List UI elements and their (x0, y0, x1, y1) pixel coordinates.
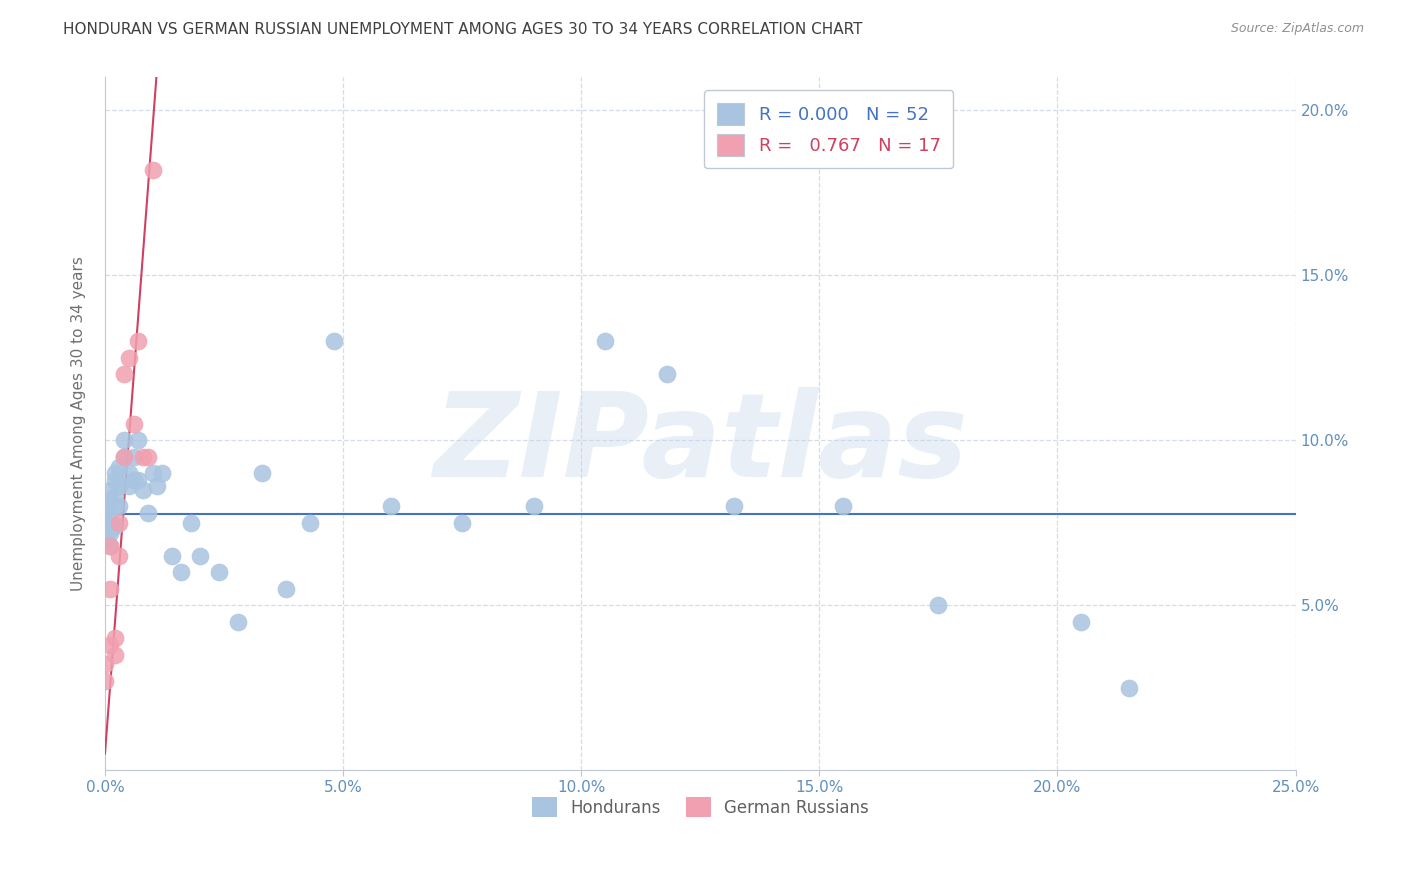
Point (146, 479, 169, 493)
Point (103, 466, 125, 480)
Point (94, 499, 117, 513)
Point (98, 525, 121, 540)
Point (108, 516, 131, 530)
Point (274, 582, 297, 596)
Point (103, 648, 125, 662)
Point (98, 539, 121, 553)
Point (103, 473, 125, 487)
Point (927, 598, 949, 612)
Point (142, 162, 165, 177)
Point (180, 516, 202, 530)
Point (523, 499, 546, 513)
Point (98, 512, 121, 526)
Y-axis label: Unemployment Among Ages 30 to 34 years: Unemployment Among Ages 30 to 34 years (72, 256, 86, 591)
Point (98, 582, 121, 596)
Point (108, 499, 131, 513)
Point (103, 499, 125, 513)
Point (451, 516, 474, 530)
Text: ZIPatlas: ZIPatlas (433, 387, 967, 502)
Point (112, 368, 135, 382)
Point (98, 638, 121, 652)
Point (98, 492, 121, 507)
Point (322, 334, 344, 349)
Point (298, 516, 321, 530)
Point (112, 434, 135, 448)
Point (108, 459, 131, 474)
Point (127, 334, 149, 349)
Point (94, 525, 117, 540)
Point (94, 532, 117, 546)
Point (98, 539, 121, 553)
Point (655, 368, 678, 382)
Point (228, 615, 250, 629)
Point (170, 565, 193, 579)
Point (150, 466, 173, 480)
Point (132, 450, 155, 464)
Point (122, 450, 145, 464)
Text: HONDURAN VS GERMAN RUSSIAN UNEMPLOYMENT AMONG AGES 30 TO 34 YEARS CORRELATION CH: HONDURAN VS GERMAN RUSSIAN UNEMPLOYMENT … (63, 22, 863, 37)
Point (127, 473, 149, 487)
Point (118, 479, 141, 493)
Point (136, 506, 159, 520)
Point (380, 499, 402, 513)
Point (94, 506, 117, 520)
Point (127, 434, 149, 448)
Point (112, 450, 135, 464)
Point (122, 473, 145, 487)
Point (122, 417, 145, 431)
Point (108, 479, 131, 493)
Point (1070, 615, 1092, 629)
Point (208, 565, 231, 579)
Point (94, 516, 117, 530)
Point (832, 499, 855, 513)
Point (103, 519, 125, 533)
Point (593, 334, 616, 349)
Point (160, 549, 183, 563)
Point (98, 483, 121, 497)
Point (142, 466, 165, 480)
Point (118, 351, 141, 365)
Point (723, 499, 745, 513)
Point (188, 549, 211, 563)
Point (1118, 681, 1140, 695)
Point (132, 483, 155, 497)
Point (94, 673, 117, 688)
Point (108, 549, 131, 563)
Point (94, 657, 117, 672)
Text: Source: ZipAtlas.com: Source: ZipAtlas.com (1230, 22, 1364, 36)
Point (103, 631, 125, 645)
Point (103, 489, 125, 503)
Point (112, 450, 135, 464)
Point (98, 522, 121, 536)
Point (136, 450, 159, 464)
Legend: Hondurans, German Russians: Hondurans, German Russians (526, 790, 876, 824)
Point (250, 466, 273, 480)
Point (118, 466, 141, 480)
